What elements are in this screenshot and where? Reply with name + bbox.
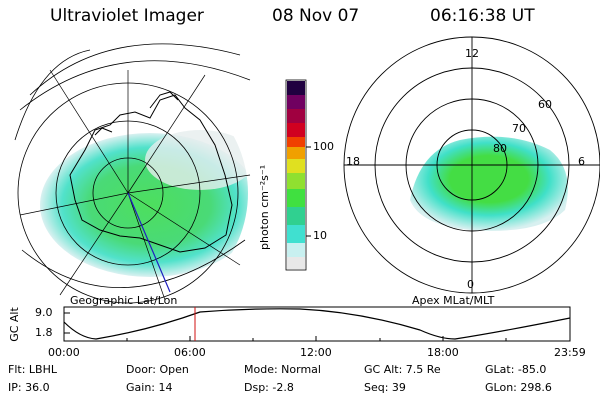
x-tick-2359: 23:59 <box>554 346 586 359</box>
info-ip: IP: 36.0 <box>8 381 50 394</box>
lat-label-70: 70 <box>512 122 526 135</box>
lat-label-80: 80 <box>493 142 507 155</box>
info-gain: Gain: 14 <box>126 381 173 394</box>
colorbar <box>285 79 311 271</box>
info-seq: Seq: 39 <box>364 381 406 394</box>
date-label: 08 Nov 07 <box>272 6 360 26</box>
info-filter: Flt: LBHL <box>8 363 57 376</box>
altitude-ytick-9: 9.0 <box>35 306 53 319</box>
colorbar-unit-label: photon cm⁻²s⁻¹ <box>258 164 271 250</box>
colorbar-tick-10: 10 <box>313 229 327 242</box>
x-tick-0000: 00:00 <box>48 346 80 359</box>
info-glon: GLon: 298.6 <box>485 381 552 394</box>
right-mlt-axes <box>344 37 600 293</box>
mlt-label-6: 6 <box>578 155 585 168</box>
mlt-label-18: 18 <box>346 155 360 168</box>
info-mode: Mode: Normal <box>244 363 321 376</box>
x-tick-0600: 06:00 <box>174 346 206 359</box>
altitude-ytick-1-8: 1.8 <box>35 326 53 339</box>
satellite-track-line <box>127 192 171 293</box>
time-label: 06:16:38 UT <box>430 6 535 26</box>
right-auroral-oval <box>410 136 568 231</box>
info-dsp: Dsp: -2.8 <box>244 381 294 394</box>
colorbar-tick-100: 100 <box>313 140 334 153</box>
x-tick-1200: 12:00 <box>300 346 332 359</box>
x-tick-1800: 18:00 <box>427 346 459 359</box>
lat-label-60: 60 <box>538 98 552 111</box>
info-glat: GLat: -85.0 <box>485 363 547 376</box>
coastline-outline <box>69 94 233 253</box>
left-outer-arcs <box>14 43 251 289</box>
mlt-label-12: 12 <box>465 47 479 60</box>
instrument-title: Ultraviolet Imager <box>50 6 204 26</box>
right-panel-caption: Apex MLat/MLT <box>412 294 495 307</box>
mlt-label-0: 0 <box>467 278 474 291</box>
altitude-plot <box>63 306 571 342</box>
geographic-panel <box>14 43 251 304</box>
altitude-curve <box>63 308 571 340</box>
apex-panel <box>343 36 600 294</box>
info-gc-alt: GC Alt: 7.5 Re <box>364 363 441 376</box>
info-door: Door: Open <box>126 363 189 376</box>
x-ticks <box>63 336 571 341</box>
left-panel-caption: Geographic Lat/Lon <box>70 294 178 307</box>
altitude-ylabel: GC Alt <box>7 307 21 342</box>
left-meridians <box>19 69 251 301</box>
